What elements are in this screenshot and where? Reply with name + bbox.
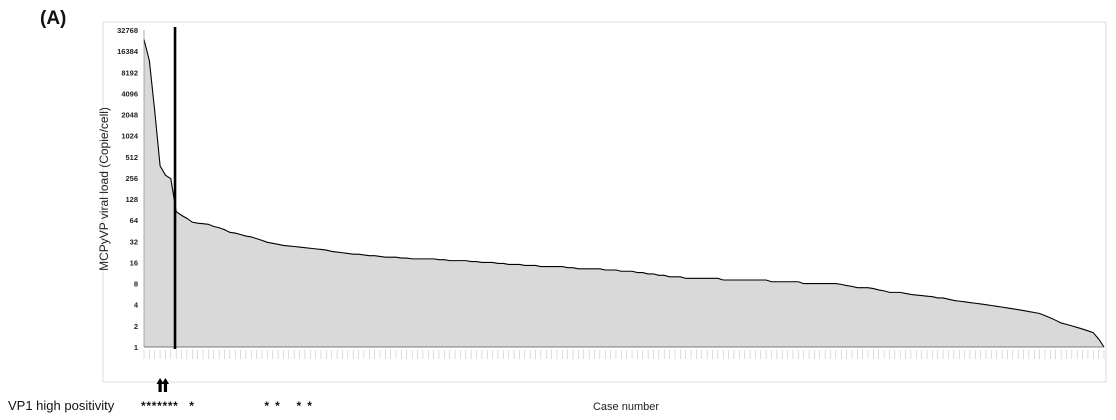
area-series	[143, 30, 1105, 348]
y-tick-label: 16	[130, 258, 138, 267]
y-tick-label: 2048	[121, 111, 138, 120]
vp1-star: *	[173, 399, 178, 413]
y-tick-label: 8192	[121, 68, 138, 77]
area-fill	[144, 39, 1104, 348]
y-tick-label: 1	[134, 343, 138, 352]
vp1-star: *	[167, 399, 173, 413]
x-tick-labels	[143, 350, 1105, 359]
y-tick-label: 256	[125, 174, 138, 183]
y-axis-label: MCPyVP viral load (Copie/cell)	[97, 107, 111, 271]
y-tick-label: 4	[134, 301, 139, 310]
vp1-star: *	[189, 399, 194, 413]
y-tick-label: 32	[130, 237, 138, 246]
y-tick-label: 128	[125, 195, 138, 204]
series-line	[143, 39, 1105, 348]
vp1-star: *	[157, 399, 162, 413]
up-arrow-icon	[156, 378, 164, 392]
y-tick-label: 32768	[117, 26, 138, 35]
cutoff-markers	[156, 27, 177, 392]
y-tick-label: 64	[130, 216, 139, 225]
vp1-star: *	[275, 399, 280, 413]
vp1-star: *	[264, 399, 270, 413]
vp1-star: *	[307, 399, 312, 413]
vp1-star: *	[141, 399, 146, 413]
y-tick-label: 16384	[117, 47, 139, 56]
x-axis-label: Case number	[593, 401, 659, 413]
vp1-star: *	[146, 399, 152, 413]
vp1-star: *	[296, 399, 302, 413]
up-arrow-icon	[161, 378, 170, 392]
y-tick-label: 512	[125, 153, 138, 162]
vp1-star: *	[151, 399, 157, 413]
y-tick-label: 4096	[121, 89, 138, 98]
plot-frame	[102, 21, 1107, 383]
panel-label: (A)	[40, 8, 67, 29]
vp1-label: VP1 high positivity	[8, 398, 115, 413]
y-tick-label: 8	[134, 280, 138, 289]
y-tick-label: 1024	[121, 132, 139, 141]
vp1-star: *	[162, 399, 168, 413]
y-tick-label: 2	[134, 322, 138, 331]
y-tick-labels: 1 2 4 8 16 32 64 128 256 512 1024 2048 4096 8192 16384…	[117, 26, 139, 352]
